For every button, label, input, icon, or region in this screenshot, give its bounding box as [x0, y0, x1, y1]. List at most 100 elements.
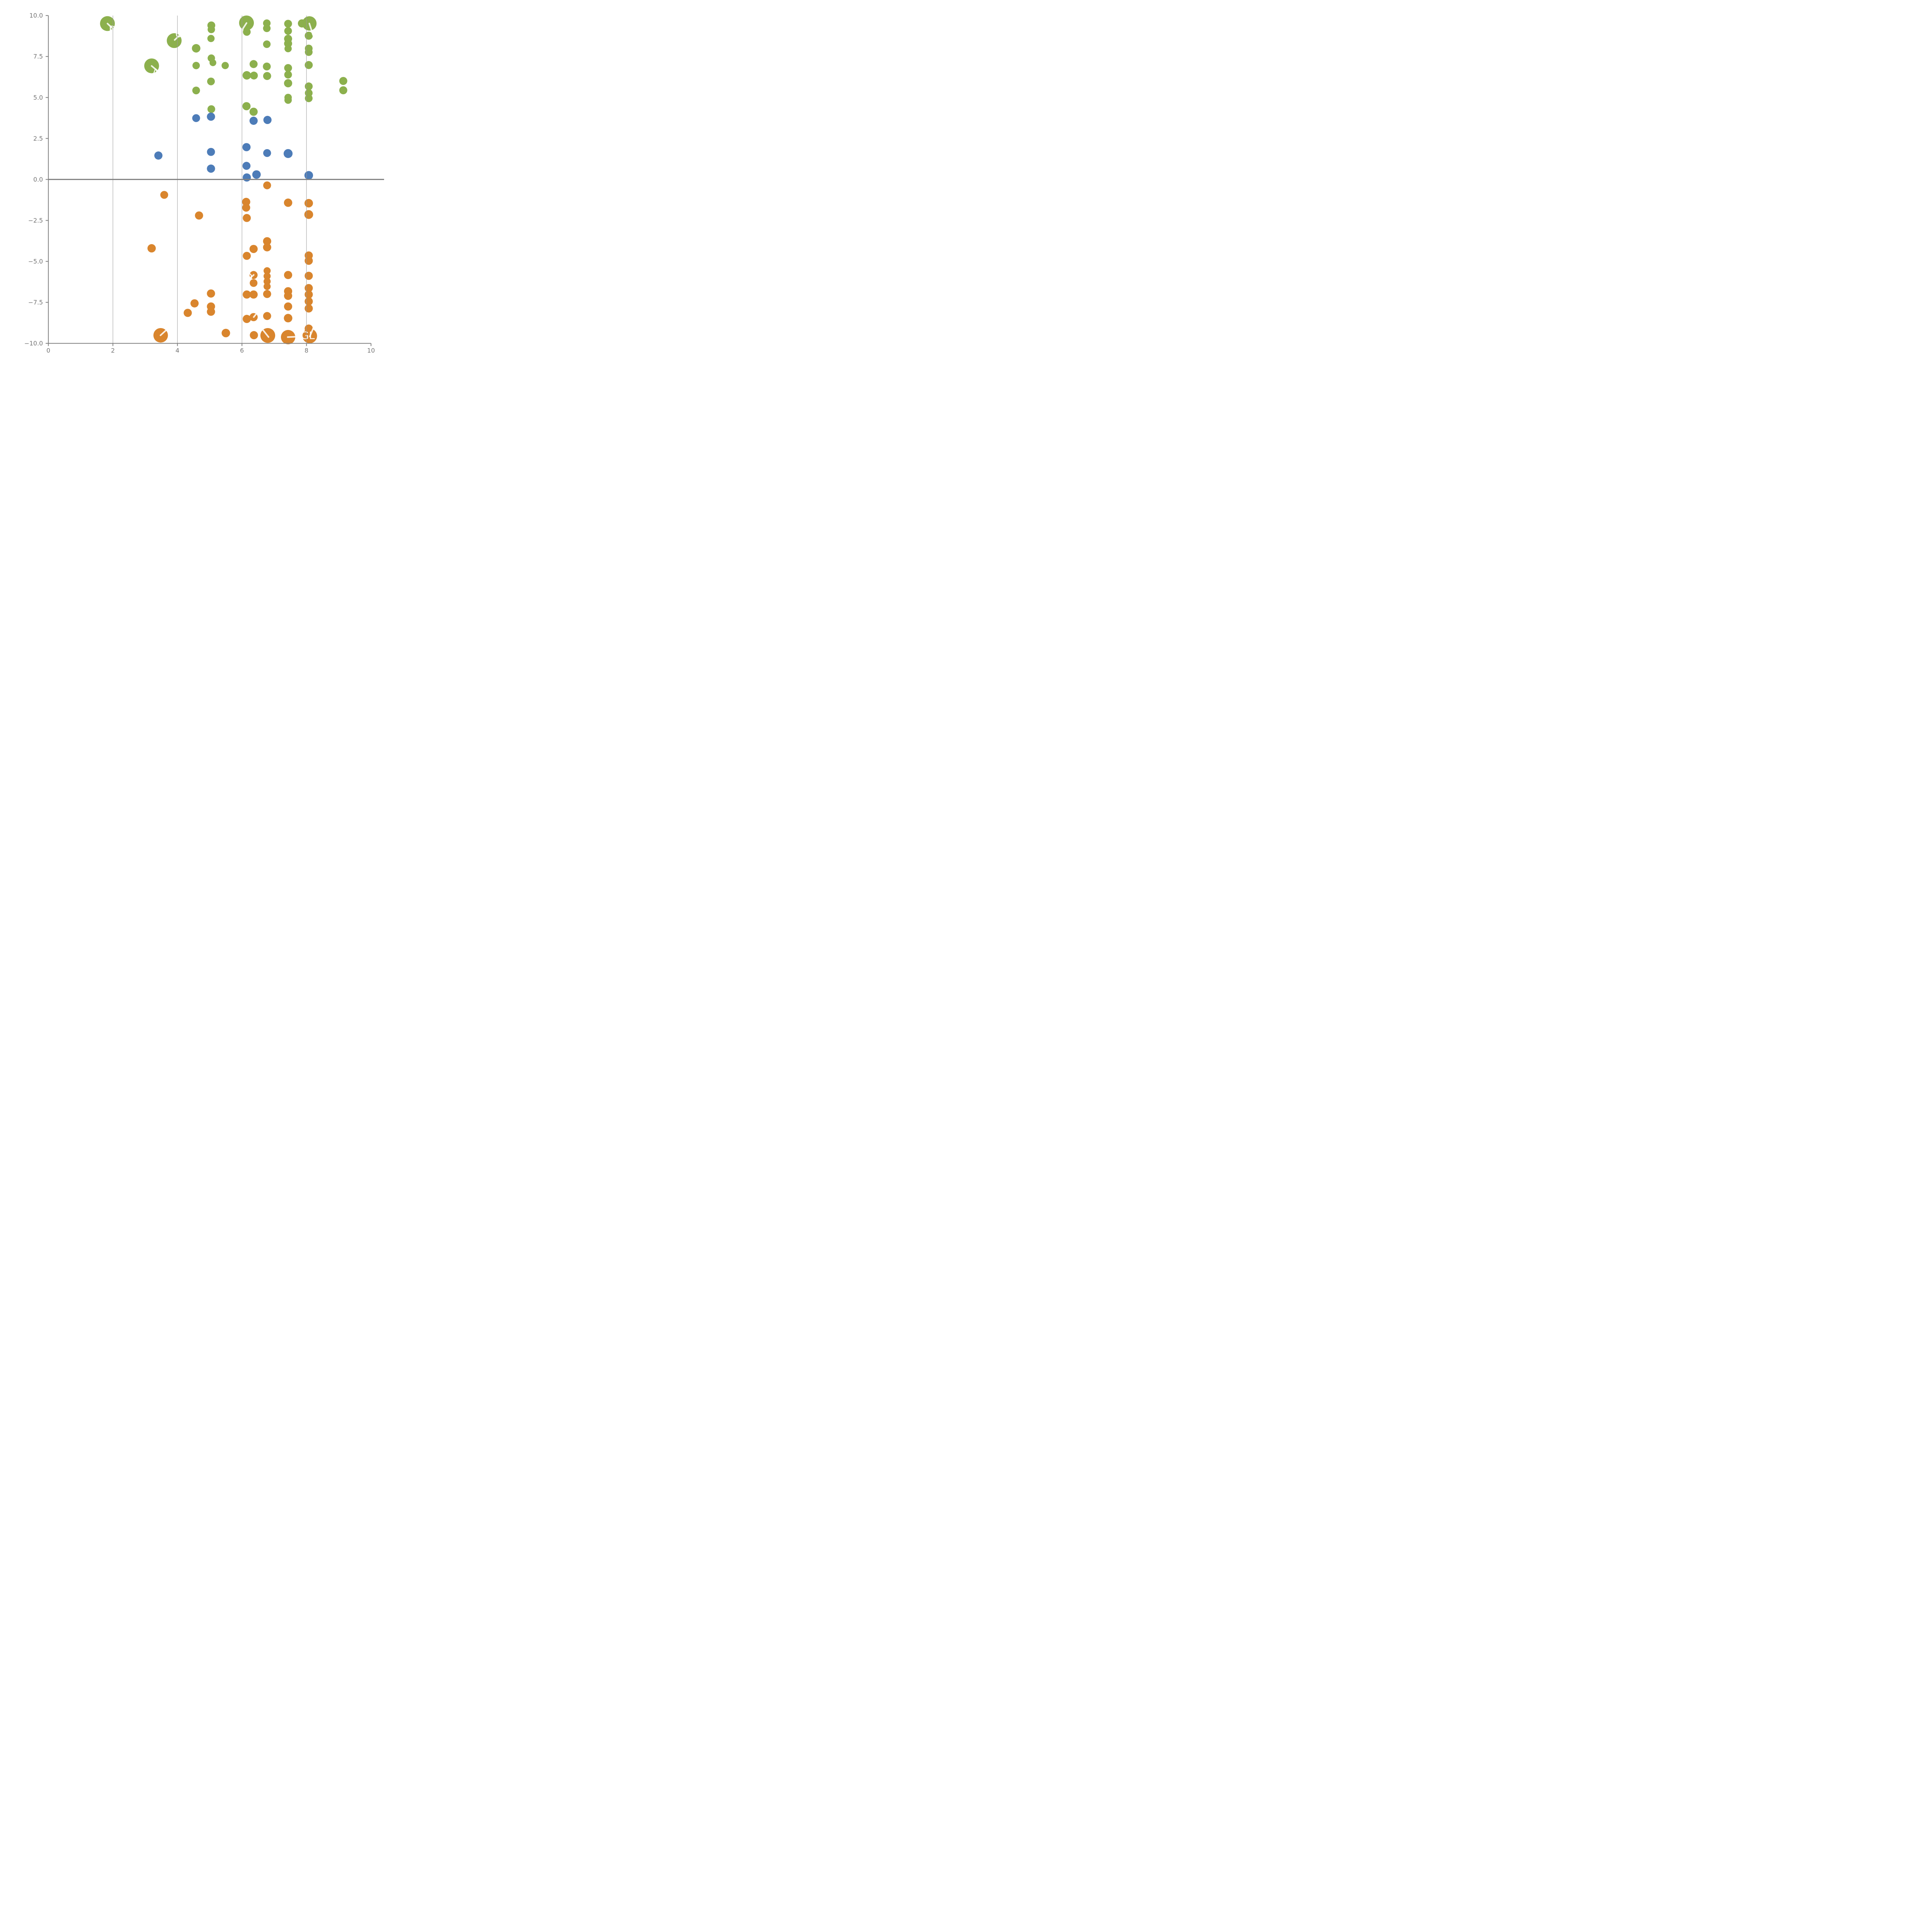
annotation-label: A — [152, 67, 160, 79]
bubble-orange — [249, 290, 258, 299]
bubble-green — [284, 71, 292, 79]
bubble-orange — [304, 272, 313, 280]
bubble-orange — [304, 304, 313, 313]
bubble-orange — [242, 197, 250, 206]
bubble-orange — [250, 331, 258, 340]
bubble-green — [284, 96, 292, 104]
y-tick-label: 7.5 — [33, 53, 43, 60]
bubble-green — [263, 72, 271, 80]
bubble-orange — [147, 244, 156, 253]
bubble-green — [242, 102, 251, 111]
x-tick-label: 4 — [175, 347, 179, 354]
bubble-blue — [243, 173, 251, 182]
bubble-orange — [284, 198, 293, 207]
bubble-orange — [284, 302, 293, 311]
bubble-green — [242, 71, 251, 80]
bubble-green — [284, 39, 292, 48]
bubble-green — [207, 77, 215, 85]
annotation-leader-line — [151, 65, 159, 72]
bubble-blue — [192, 114, 200, 122]
bubble-orange — [243, 290, 251, 299]
bubble-green — [284, 64, 292, 72]
bubble-green — [263, 62, 271, 71]
bubble-orange — [263, 243, 271, 252]
y-tick-label: 10.0 — [29, 12, 43, 19]
x-tick-label: 10 — [367, 347, 375, 354]
bubble-blue — [284, 149, 293, 158]
annotation-leader-line — [107, 23, 114, 30]
bubble-orange — [184, 309, 192, 317]
annotation-leader-line — [248, 274, 255, 280]
bubble-orange — [304, 297, 313, 306]
bubble-orange — [284, 314, 293, 323]
y-tick-label: 2.5 — [33, 135, 43, 142]
annotation-leader-line — [174, 34, 180, 41]
bubble-green — [284, 20, 292, 28]
bubble-orange — [304, 257, 313, 265]
annotation-leader-line — [239, 22, 247, 35]
bubble-green — [284, 27, 292, 35]
bubble-green — [263, 24, 271, 32]
bubble-blue — [154, 151, 163, 160]
bubble-blue — [242, 143, 251, 151]
axes-layer — [46, 15, 372, 346]
bubble-orange — [207, 289, 215, 298]
annotation-label: U — [175, 28, 183, 40]
bubble-green — [207, 35, 215, 42]
bubble-green — [221, 62, 229, 70]
bubble-green — [305, 48, 313, 56]
bubble-blue — [249, 116, 258, 125]
x-tick-label: 2 — [111, 347, 115, 354]
bubble-blue — [242, 162, 251, 170]
bubble-green — [284, 45, 292, 53]
bubble-orange — [207, 308, 215, 316]
bubble-orange — [243, 252, 251, 260]
x-tick-label: 0 — [46, 347, 50, 354]
y-tick-label: 0.0 — [33, 176, 43, 183]
bubble-orange — [263, 237, 271, 245]
bubble-orange — [284, 271, 293, 279]
bubble-orange — [304, 199, 313, 207]
bubble-orange — [304, 210, 313, 219]
annotation-leader-line — [160, 329, 167, 336]
bubble-orange — [264, 272, 271, 280]
y-tick-label: −5.0 — [28, 258, 43, 265]
bubble-green — [304, 61, 313, 69]
bubble-green — [304, 32, 313, 40]
bubble-blue — [263, 149, 271, 157]
bubble-green — [304, 82, 313, 90]
bubble-orange — [249, 245, 258, 253]
bubble-orange — [195, 211, 203, 220]
bubble-green — [298, 19, 306, 28]
bubble-green — [192, 62, 200, 70]
bubble-orange — [264, 278, 271, 285]
annotation-leader-line — [309, 327, 315, 337]
bubble-green — [243, 28, 251, 36]
bubble-green — [339, 86, 347, 95]
bubble-orange — [190, 299, 199, 308]
bubble-orange — [221, 328, 230, 337]
bubble-green — [207, 105, 215, 113]
bubble-orange — [264, 283, 271, 290]
bubble-green — [305, 94, 313, 102]
bubble-orange — [250, 279, 258, 287]
bubble-orange — [263, 181, 271, 189]
bubble-blue — [207, 164, 215, 173]
annotation-leader-line — [262, 328, 269, 338]
bubble-green — [263, 40, 271, 48]
annotation-leader-line — [308, 22, 314, 36]
bubble-green — [209, 59, 216, 66]
bubble-orange — [263, 290, 271, 298]
tick-labels-layer: 10.0 7.5 5.0 2.5 0.0 −2.5 −5.0 −7.5 −10.00 2 4 6 8 10 — [24, 12, 375, 354]
y-tick-label: −10.0 — [24, 340, 43, 347]
x-tick-label: 6 — [240, 347, 244, 354]
bubble-orange — [160, 191, 168, 199]
bubble-blue — [252, 170, 261, 179]
annotation-leader-line — [253, 311, 259, 318]
gridlines-layer — [48, 15, 384, 344]
bubble-orange — [243, 315, 251, 323]
bubble-scatter-figure: P U A O GL 10.0 7.5 5.0 2.5 0.0 −2.5 −5.0 −7.5 −10.0… — [0, 0, 386, 386]
y-tick-label: −7.5 — [28, 299, 43, 306]
